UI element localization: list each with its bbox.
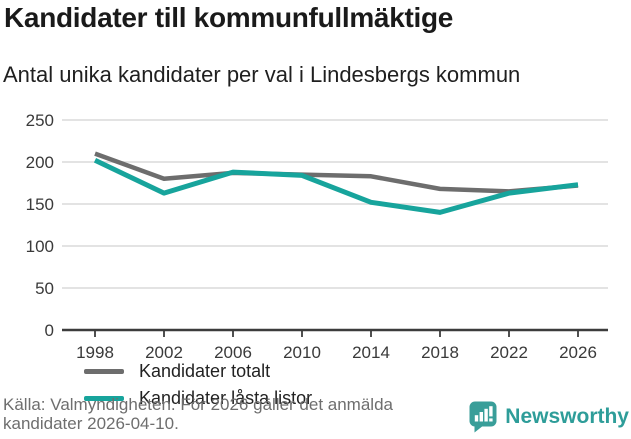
x-tick-label-1998: 1998 (76, 343, 114, 362)
legend-swatch-gray (84, 369, 124, 374)
x-tick-label-2014: 2014 (352, 343, 390, 362)
x-tick-label-2006: 2006 (214, 343, 252, 362)
y-tick-label-0: 0 (45, 321, 54, 340)
y-tick-label-100: 100 (26, 237, 54, 256)
x-tick-label-2002: 2002 (145, 343, 183, 362)
legend-item-lasta-listor: Kandidater låsta listor (84, 385, 312, 412)
legend-label-totalt: Kandidater totalt (139, 361, 271, 381)
chart-area: 0 50 100 150 200 250 1998 2002 2006 2010 2014 2018 2… (0, 100, 631, 408)
y-tick-label-50: 50 (35, 279, 54, 298)
x-tick-label-2010: 2010 (283, 343, 321, 362)
newsworthy-brand: Newsworthy (468, 400, 629, 433)
newsworthy-logo-icon (469, 401, 497, 433)
series-line-0 (94, 151, 579, 194)
chart-legend: Kandidater totalt Kandidater låsta listo… (84, 358, 312, 412)
y-tick-label-150: 150 (26, 195, 54, 214)
x-tick-label-2022: 2022 (490, 343, 528, 362)
chart-subtitle: Antal unika kandidater per val i Lindesb… (3, 62, 521, 87)
x-tick-label-2026: 2026 (559, 343, 597, 362)
y-tick-label-200: 200 (26, 153, 54, 172)
y-tick-label-250: 250 (26, 111, 54, 130)
series-line-1 (93, 158, 579, 215)
brand-name: Newsworthy (505, 404, 629, 428)
footer: Källa: Valmyndigheten. För 2026 gäller d… (0, 392, 631, 439)
legend-label-lasta-listor: Kandidater låsta listor (139, 388, 313, 408)
chart-title: Kandidater till kommunfullmäktige (4, 2, 454, 33)
legend-item-totalt: Kandidater totalt (84, 358, 312, 385)
source-note-line1: Källa: Valmyndigheten. För 2026 gäller d… (3, 395, 393, 414)
x-tick-label-2018: 2018 (421, 343, 459, 362)
legend-swatch-teal (84, 396, 124, 401)
source-note-line2: kandidater 2026-04-10. (3, 414, 179, 433)
line-chart: 0 50 100 150 200 250 1998 2002 2006 2010 2014 2018 2… (26, 111, 608, 362)
source-note: Källa: Valmyndigheten. För 2026 gäller d… (3, 395, 393, 433)
